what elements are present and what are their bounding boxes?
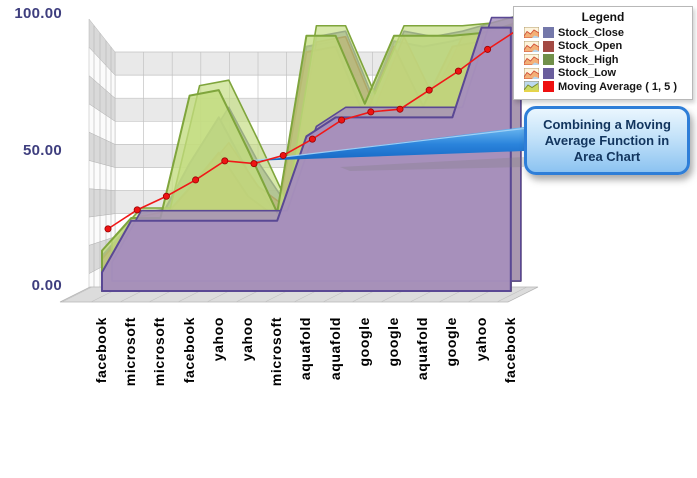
y-axis-label-50: 50.00 bbox=[22, 142, 62, 159]
callout: Combining a Moving Average Function in A… bbox=[524, 106, 690, 175]
x-axis-label: microsoft bbox=[151, 317, 168, 387]
legend-swatch bbox=[543, 81, 554, 93]
legend-item-label: Stock_Close bbox=[558, 26, 625, 39]
x-axis-label: aquafold bbox=[414, 317, 431, 381]
area-chart-icon bbox=[523, 53, 540, 66]
legend-item-label: Stock_High bbox=[558, 53, 619, 66]
legend-item: Stock_Low bbox=[518, 67, 688, 81]
legend-item: Stock_High bbox=[518, 53, 688, 67]
legend-item-label: Moving Average ( 1, 5 ) bbox=[558, 80, 677, 93]
callout-text: Combining a Moving Average Function in A… bbox=[543, 116, 671, 164]
y-axis-label-100: 100.00 bbox=[14, 5, 62, 22]
legend-swatch bbox=[543, 67, 554, 79]
y-axis-label-0: 0.00 bbox=[31, 277, 62, 294]
x-axis-label: google bbox=[355, 317, 372, 367]
x-axis-label: yahoo bbox=[209, 317, 226, 362]
x-axis-label: facebook bbox=[93, 317, 109, 384]
legend-swatch bbox=[543, 40, 554, 52]
x-axis-label: facebook bbox=[180, 317, 197, 384]
legend-item: Moving Average ( 1, 5 ) bbox=[518, 80, 688, 94]
legend-item-label: Stock_Open bbox=[558, 40, 623, 53]
x-axis-label: google bbox=[385, 317, 401, 367]
x-axis-label: google bbox=[443, 317, 460, 367]
x-axis-label: aquafold bbox=[297, 317, 314, 381]
area-chart-icon bbox=[523, 26, 540, 39]
legend-swatch bbox=[543, 54, 554, 66]
x-axis-label: yahoo bbox=[472, 317, 489, 362]
x-axis-label: microsoft bbox=[268, 317, 285, 387]
x-axis-label: yahoo bbox=[239, 317, 255, 362]
x-axis-label: aquafold bbox=[326, 317, 343, 381]
x-axis-label: facebook bbox=[501, 317, 518, 384]
legend: Legend Stock_Close Stock_Open Stock_High St… bbox=[513, 6, 693, 100]
legend-item: Stock_Close bbox=[518, 26, 688, 40]
moving-average-icon bbox=[523, 80, 540, 93]
callout-pointer bbox=[252, 127, 525, 171]
area-chart-icon bbox=[523, 67, 540, 80]
legend-title: Legend bbox=[581, 10, 625, 24]
moving-average-line bbox=[104, 26, 521, 233]
chart-area-series bbox=[101, 14, 522, 292]
x-axis-label: microsoft bbox=[122, 317, 139, 387]
legend-swatch bbox=[543, 27, 554, 39]
legend-item-label: Stock_Low bbox=[558, 67, 617, 80]
area-chart-icon bbox=[523, 40, 540, 53]
legend-items: Stock_Close Stock_Open Stock_High Stock_Low… bbox=[518, 26, 688, 94]
legend-item: Stock_Open bbox=[518, 40, 688, 54]
